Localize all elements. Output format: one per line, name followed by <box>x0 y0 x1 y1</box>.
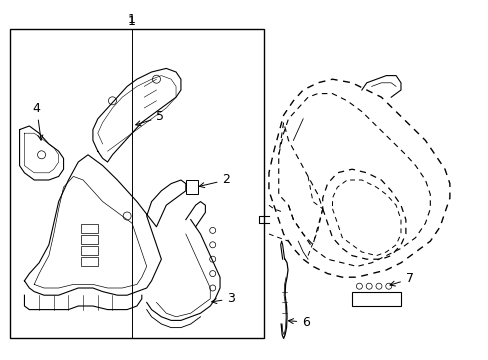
Text: 7: 7 <box>389 273 413 286</box>
Text: 1: 1 <box>128 13 136 26</box>
Bar <box>10 29 264 338</box>
Bar <box>81 235 98 244</box>
Text: 4: 4 <box>33 102 43 140</box>
Text: 5: 5 <box>136 111 164 126</box>
Text: 2: 2 <box>199 174 230 188</box>
Bar <box>185 180 198 194</box>
Bar <box>81 256 98 265</box>
Text: 6: 6 <box>288 316 309 329</box>
Bar <box>81 246 98 255</box>
Text: 1: 1 <box>128 15 136 28</box>
Bar <box>351 292 400 306</box>
Bar <box>81 224 98 233</box>
Text: 3: 3 <box>211 292 235 305</box>
